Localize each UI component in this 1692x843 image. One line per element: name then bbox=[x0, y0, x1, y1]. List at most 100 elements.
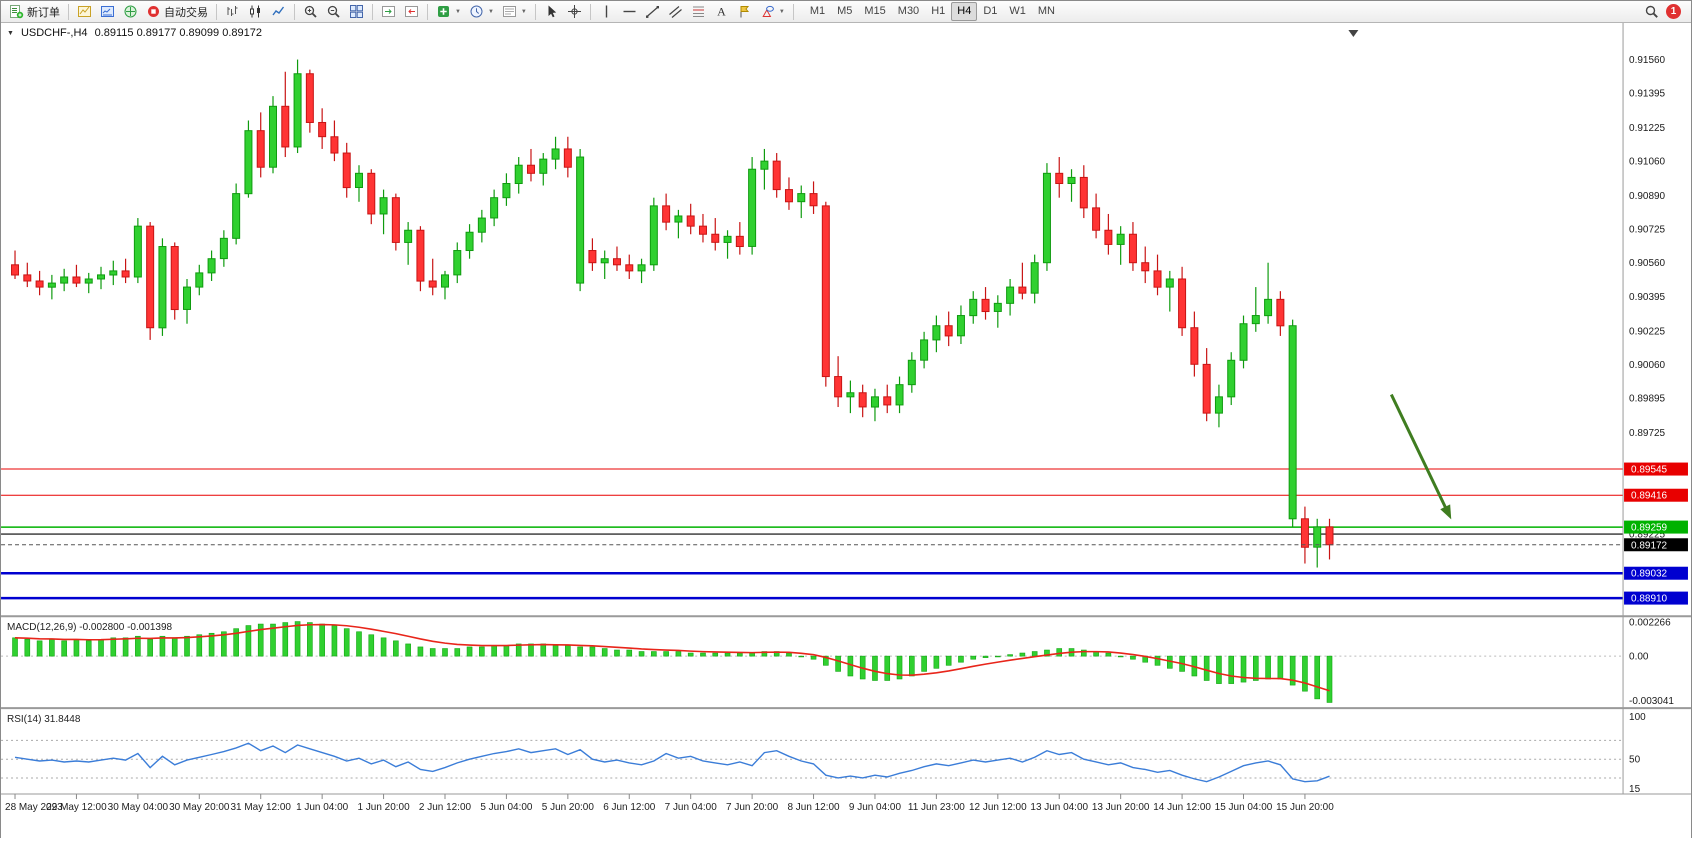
macd-bar bbox=[1044, 649, 1050, 657]
timeframe-group: M1 M5 M15 M30 H1 H4 D1 W1 MN bbox=[804, 2, 1061, 21]
crosshair-button[interactable] bbox=[563, 2, 586, 21]
candle bbox=[97, 274, 106, 280]
candle bbox=[1128, 233, 1137, 264]
candle bbox=[883, 396, 892, 406]
candle bbox=[674, 215, 683, 223]
candle bbox=[146, 225, 155, 329]
horizontal-line-button[interactable] bbox=[618, 2, 641, 21]
candle bbox=[748, 168, 757, 247]
templates-button[interactable]: ▼ bbox=[498, 2, 531, 21]
notification-badge[interactable]: 1 bbox=[1666, 4, 1681, 19]
macd-bar bbox=[1130, 655, 1136, 660]
bar-chart-icon bbox=[225, 4, 240, 19]
timeframe-h1-button[interactable]: H1 bbox=[931, 5, 946, 17]
trendline-icon bbox=[645, 4, 660, 19]
time-axis-label: 15 Jun 20:00 bbox=[1276, 802, 1334, 813]
timeframe-m30-button[interactable]: M30 bbox=[897, 5, 920, 17]
candle bbox=[453, 250, 462, 276]
macd-bar bbox=[1253, 655, 1259, 681]
candle bbox=[170, 246, 179, 311]
chart-shift-marker-icon[interactable] bbox=[1348, 29, 1359, 37]
timeframe-w1-button[interactable]: W1 bbox=[1009, 5, 1026, 17]
macd-bar bbox=[982, 655, 989, 658]
timeframe-d1-button[interactable]: D1 bbox=[983, 5, 998, 17]
channel-button[interactable] bbox=[664, 2, 687, 21]
macd-bar bbox=[85, 640, 92, 657]
macd-bar bbox=[565, 645, 571, 657]
macd-bar bbox=[528, 643, 534, 657]
price-chart[interactable]: 0.91560 0.91395 0.91225 0.91060 0.90890 0.907… bbox=[1, 23, 1691, 838]
candle bbox=[121, 270, 130, 278]
candle bbox=[576, 156, 585, 284]
line-chart-button[interactable] bbox=[267, 2, 290, 21]
cursor-button[interactable] bbox=[540, 2, 563, 21]
macd-bar bbox=[909, 655, 915, 677]
charts-button[interactable] bbox=[73, 2, 96, 21]
price-axis-label: 0.89225 bbox=[1629, 530, 1665, 541]
candle bbox=[993, 302, 1002, 312]
price-axis-label: 0.89895 bbox=[1629, 393, 1665, 404]
label-button[interactable] bbox=[733, 2, 756, 21]
timeframe-mn-button[interactable]: MN bbox=[1037, 5, 1055, 17]
chart-shift-button[interactable] bbox=[400, 2, 423, 21]
macd-bar bbox=[331, 625, 338, 657]
macd-bar bbox=[515, 643, 522, 657]
trend-arrow[interactable] bbox=[1389, 393, 1450, 513]
chevron-down-icon[interactable]: ▼ bbox=[455, 8, 461, 15]
price-axis-label: 0.90725 bbox=[1629, 225, 1665, 236]
vertical-line-button[interactable] bbox=[595, 2, 618, 21]
market-watch-button[interactable] bbox=[96, 2, 119, 21]
price-box-label: 0.88910 bbox=[1631, 594, 1667, 605]
macd-bar bbox=[847, 655, 854, 677]
candle bbox=[232, 193, 241, 239]
chevron-down-icon[interactable]: ▼ bbox=[778, 8, 785, 15]
autotrading-icon bbox=[146, 4, 161, 19]
chart-area[interactable]: 0.91560 0.91395 0.91225 0.91060 0.90890 0.907… bbox=[1, 23, 1691, 838]
timeframe-h4-button[interactable]: H4 bbox=[951, 2, 978, 21]
autotrading-button[interactable]: 自动交易 bbox=[142, 2, 212, 21]
periods-button[interactable]: ▼ bbox=[465, 2, 498, 21]
symbol-dropdown-icon[interactable]: ▼ bbox=[7, 29, 14, 37]
candle bbox=[256, 130, 265, 168]
new-order-button[interactable]: 新订单 bbox=[5, 2, 64, 21]
macd-bar bbox=[614, 649, 620, 657]
candle bbox=[84, 278, 93, 284]
macd-bar bbox=[122, 637, 129, 657]
trend-arrow-head[interactable] bbox=[1440, 504, 1452, 520]
macd-bar bbox=[675, 651, 682, 657]
chevron-down-icon[interactable]: ▼ bbox=[487, 8, 494, 15]
price-axis-label: 0.91395 bbox=[1629, 89, 1665, 100]
tile-windows-button[interactable] bbox=[345, 2, 368, 21]
candle-chart-button[interactable] bbox=[244, 2, 267, 21]
price-axis-label: 0.90225 bbox=[1629, 326, 1665, 337]
chevron-down-icon[interactable]: ▼ bbox=[520, 8, 527, 15]
zoom-in-button[interactable] bbox=[299, 2, 322, 21]
candle bbox=[1178, 278, 1187, 329]
candle bbox=[391, 197, 400, 243]
macd-bar bbox=[823, 655, 829, 666]
zoom-out-button[interactable] bbox=[322, 2, 345, 21]
macd-bar bbox=[712, 652, 719, 657]
timeframe-m5-button[interactable]: M5 bbox=[837, 5, 853, 17]
navigator-icon bbox=[123, 4, 138, 19]
indicators-button[interactable]: ▼ bbox=[432, 2, 465, 21]
trendline-button[interactable] bbox=[641, 2, 664, 21]
navigator-button[interactable] bbox=[119, 2, 142, 21]
channel-icon bbox=[668, 4, 683, 19]
new-order-button-label: 新订单 bbox=[27, 6, 60, 19]
fibonacci-button[interactable] bbox=[687, 2, 710, 21]
macd-bar bbox=[552, 645, 559, 657]
search-button[interactable] bbox=[1640, 2, 1663, 21]
rsi-axis-label: 50 bbox=[1629, 755, 1641, 766]
macd-bar bbox=[24, 639, 31, 657]
timeframe-m1-button[interactable]: M1 bbox=[809, 5, 826, 17]
timeframe-m15-button[interactable]: M15 bbox=[864, 5, 886, 17]
auto-scroll-button[interactable] bbox=[377, 2, 400, 21]
candle bbox=[563, 148, 572, 168]
bar-chart-button[interactable] bbox=[221, 2, 244, 21]
text-button[interactable]: A bbox=[710, 2, 733, 21]
macd-bar bbox=[36, 640, 43, 657]
shapes-button[interactable]: ▼ bbox=[756, 2, 789, 21]
time-axis-label: 5 Jun 04:00 bbox=[480, 802, 533, 813]
candle bbox=[1055, 172, 1064, 185]
